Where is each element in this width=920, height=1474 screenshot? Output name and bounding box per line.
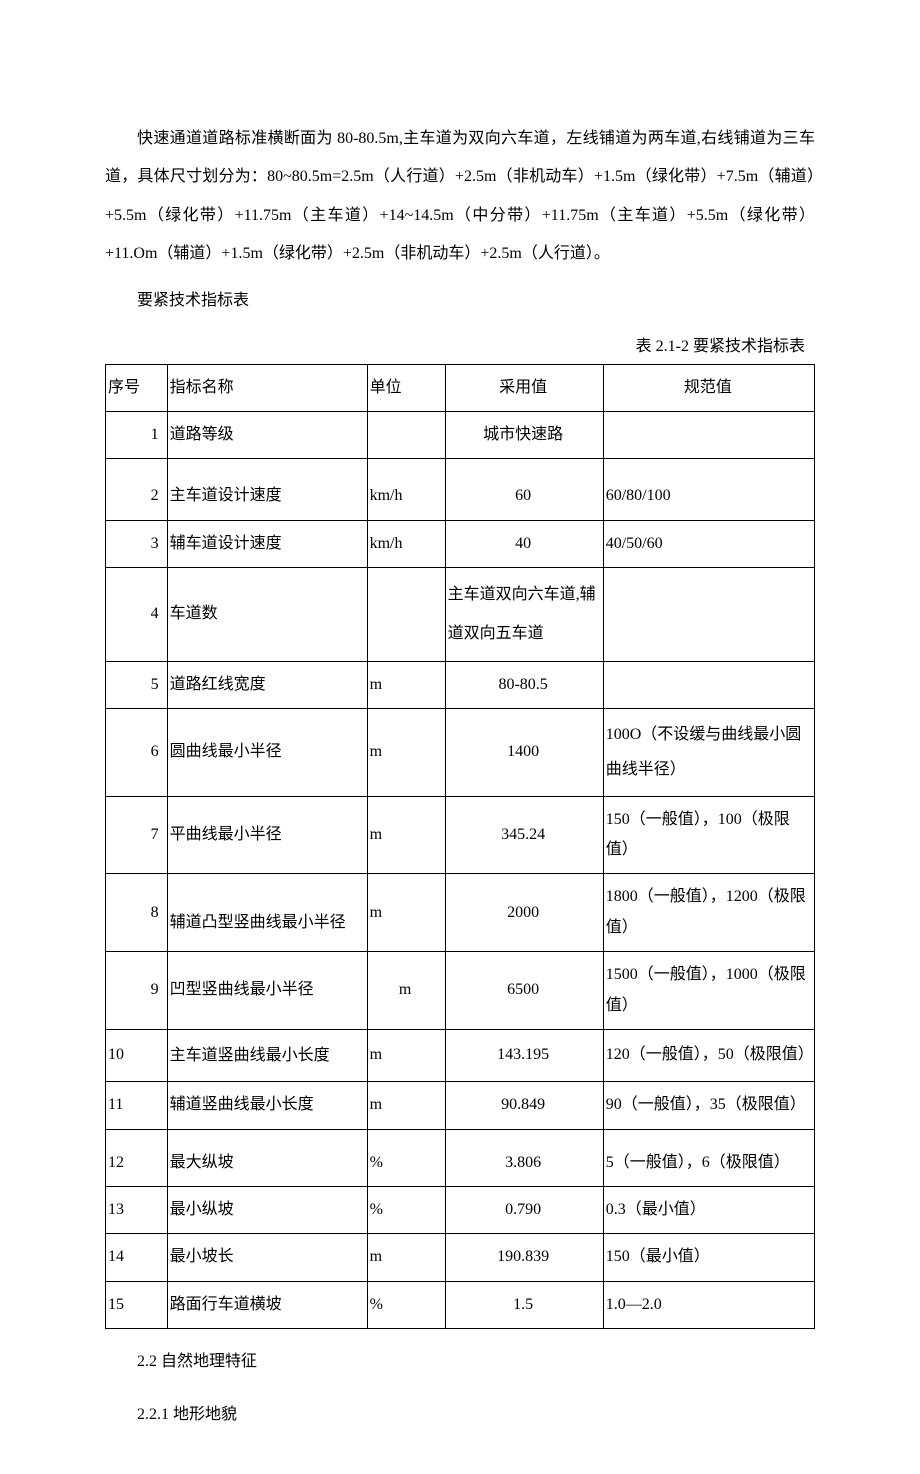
table-row: 2 主车道设计速度 km/h 60 60/80/100 xyxy=(106,459,815,520)
intro-subtitle: 要紧技术指标表 xyxy=(105,282,815,320)
table-row: 9 凹型竖曲线最小半径 m 6500 1500（一般值），1000（极限值） xyxy=(106,952,815,1030)
section-2-2: 2.2 自然地理特征 xyxy=(105,1343,815,1381)
table-row: 14 最小坡长 m 190.839 150（最小值） xyxy=(106,1234,815,1281)
col-header-unit: 单位 xyxy=(367,364,445,411)
table-row: 15 路面行车道横坡 % 1.5 1.0—2.0 xyxy=(106,1281,815,1328)
col-header-name: 指标名称 xyxy=(167,364,367,411)
table-row: 11 辅道竖曲线最小长度 m 90.849 90（一般值），35（极限值） xyxy=(106,1082,815,1129)
table-row: 1 道路等级 城市快速路 xyxy=(106,411,815,458)
table-header-row: 序号 指标名称 单位 采用值 规范值 xyxy=(106,364,815,411)
table-row: 4 车道数 主车道双向六车道,辅道双向五车道 xyxy=(106,568,815,662)
table-row: 3 辅车道设计速度 km/h 40 40/50/60 xyxy=(106,520,815,567)
table-row: 13 最小纵坡 % 0.790 0.3（最小值） xyxy=(106,1186,815,1233)
table-row: 12 最大纵坡 % 3.806 5（一般值），6（极限值） xyxy=(106,1129,815,1186)
table-row: 6 圆曲线最小半径 m 1400 100O（不设缓与曲线最小圆曲线半径） xyxy=(106,709,815,796)
table-row: 5 道路红线宽度 m 80-80.5 xyxy=(106,661,815,708)
table-row: 10 主车道竖曲线最小长度 m 143.195 120（一般值），50（极限值） xyxy=(106,1030,815,1082)
table-caption: 表 2.1-2 要紧技术指标表 xyxy=(105,332,815,362)
table-row: 7 平曲线最小半径 m 345.24 150（一般值），100（极限值） xyxy=(106,796,815,874)
intro-paragraph: 快速通道道路标准横断面为 80-80.5m,主车道为双向六车道，左线铺道为两车道… xyxy=(105,120,815,274)
section-2-2-1: 2.2.1 地形地貌 xyxy=(105,1396,815,1434)
col-header-value: 采用值 xyxy=(445,364,603,411)
spec-table: 序号 指标名称 单位 采用值 规范值 1 道路等级 城市快速路 2 主车道设计速… xyxy=(105,364,815,1330)
col-header-norm: 规范值 xyxy=(603,364,814,411)
col-header-index: 序号 xyxy=(106,364,168,411)
table-row: 8 辅道凸型竖曲线最小半径 m 2000 1800（一般值），1200（极限值） xyxy=(106,874,815,952)
